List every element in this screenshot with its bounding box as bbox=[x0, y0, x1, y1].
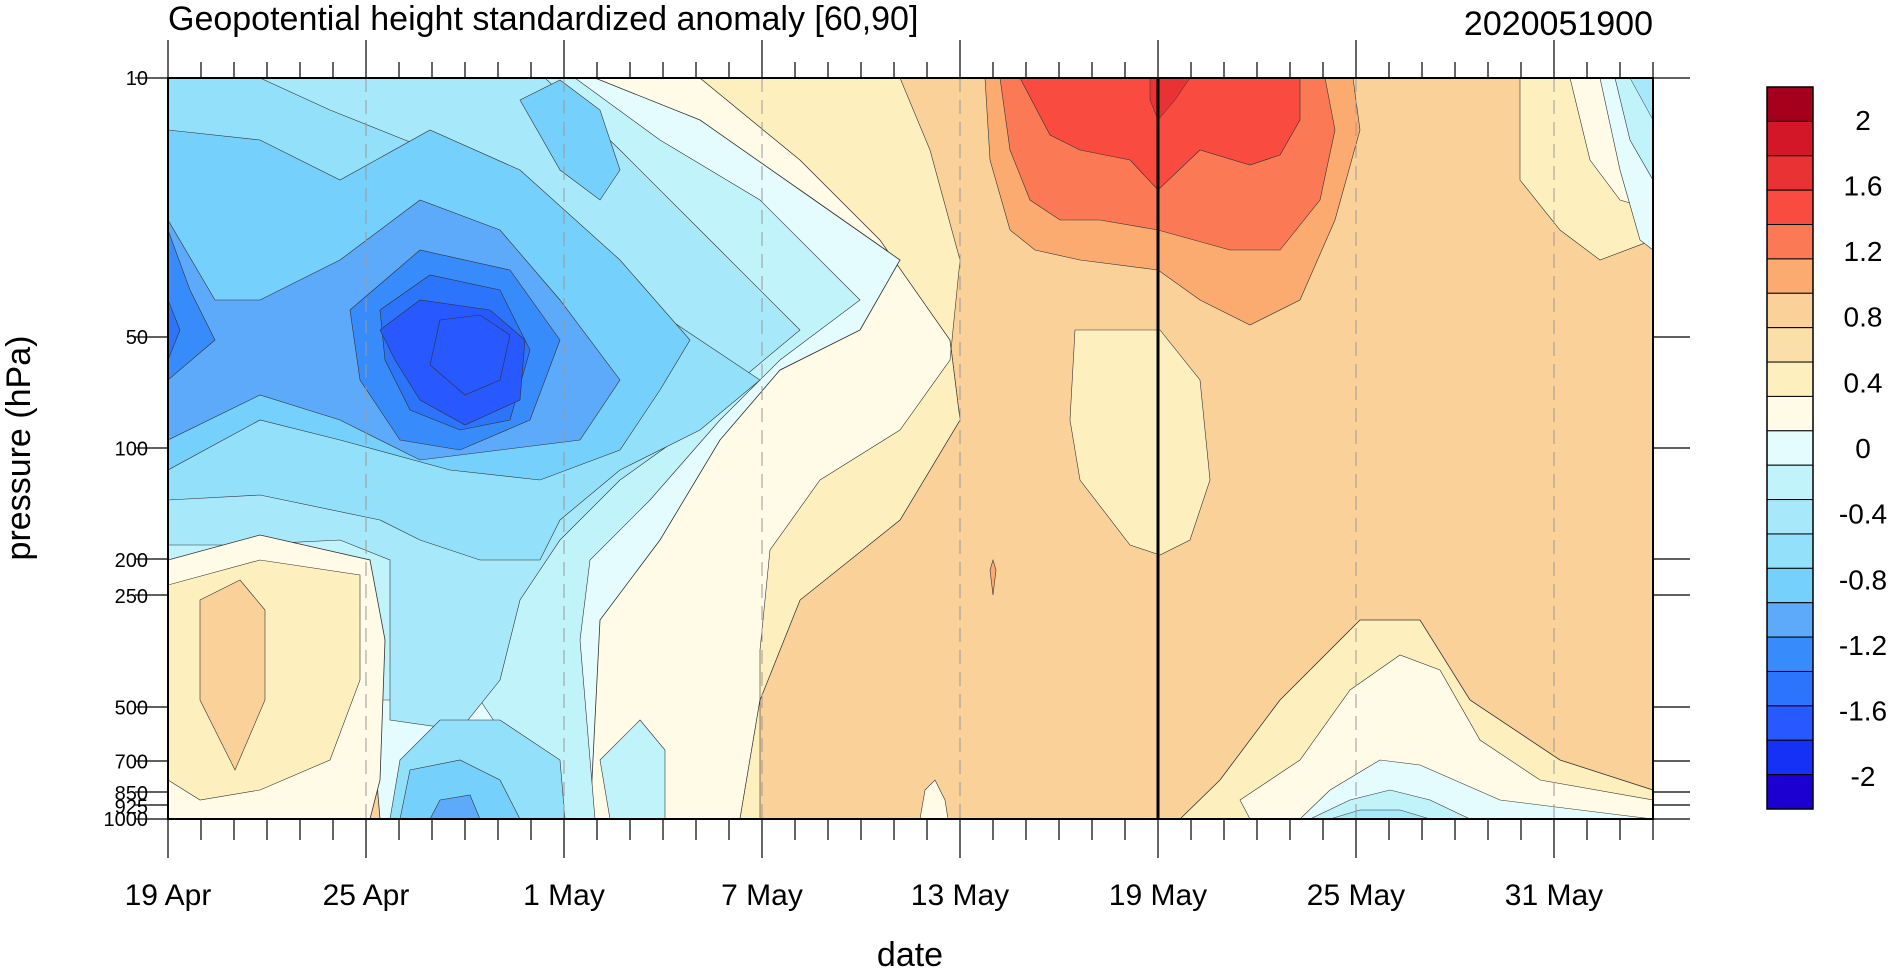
colorbar-label: -0.4 bbox=[1839, 499, 1887, 530]
contour-band-light-blue bbox=[1309, 789, 1471, 819]
contour-band-deepest-blue bbox=[429, 314, 511, 396]
colorbar bbox=[1766, 86, 1814, 810]
contour-band-red bbox=[1149, 78, 1191, 121]
colorbar-swatch bbox=[1766, 120, 1814, 157]
colorbar-swatch bbox=[1766, 533, 1814, 569]
y-tick-label: 850 bbox=[115, 783, 148, 805]
colorbar-label: 0.4 bbox=[1844, 367, 1883, 398]
colorbar-swatch bbox=[1766, 774, 1814, 810]
colorbar-swatch bbox=[1766, 327, 1814, 363]
colorbar-swatch bbox=[1766, 155, 1814, 191]
colorbar-swatch bbox=[1766, 86, 1814, 122]
colorbar-label: 1.2 bbox=[1844, 236, 1883, 267]
contour-band-sky-blue bbox=[1629, 78, 1653, 121]
colorbar-label: 0.8 bbox=[1844, 302, 1883, 333]
contour-band-near-zero bbox=[919, 779, 949, 819]
colorbar-label: -1.2 bbox=[1839, 630, 1887, 661]
y-tick-label: 925 bbox=[115, 796, 148, 818]
colorbar-swatch bbox=[1766, 670, 1814, 707]
y-axis-title: pressure (hPa) bbox=[0, 336, 38, 561]
colorbar-label: 2 bbox=[1855, 105, 1871, 136]
x-tick-label: 1 May bbox=[523, 879, 605, 912]
contour-band-blue bbox=[399, 759, 521, 819]
contour-band-sky-blue bbox=[1329, 809, 1431, 819]
colorbar-swatch bbox=[1766, 499, 1814, 535]
colorbar-swatch bbox=[1766, 602, 1814, 638]
colorbar-swatch bbox=[1766, 636, 1814, 672]
colorbar-swatch bbox=[1766, 189, 1814, 226]
colorbar-swatch bbox=[1766, 292, 1814, 329]
colorbar-swatch bbox=[1766, 395, 1814, 432]
contour-band-warm bbox=[199, 579, 266, 771]
x-axis-tick-labels: 19 Apr 25 Apr 1 May 7 May 13 May 19 May 25 May… bbox=[125, 879, 1604, 912]
x-tick-label: 19 Apr bbox=[125, 879, 212, 912]
colorbar-swatch bbox=[1766, 430, 1814, 466]
x-tick-label: 25 May bbox=[1307, 879, 1405, 912]
contour-band-light-warm bbox=[1069, 329, 1211, 556]
contour-band-light-blue bbox=[599, 719, 666, 819]
x-tick-label: 31 May bbox=[1505, 879, 1603, 912]
contour-band-blue bbox=[519, 79, 621, 201]
colorbar-swatch bbox=[1766, 567, 1814, 604]
colorbar-swatch bbox=[1766, 705, 1814, 741]
colorbar-label: 1.6 bbox=[1844, 170, 1883, 201]
contour-band-orange bbox=[989, 558, 997, 596]
y-tick-label: 1000 bbox=[104, 809, 149, 831]
contour-band-near-zero bbox=[1239, 654, 1653, 819]
y-tick-label: 50 bbox=[126, 327, 148, 349]
x-tick-label: 19 May bbox=[1109, 879, 1207, 912]
colorbar-swatch bbox=[1766, 464, 1814, 501]
x-tick-label: 25 Apr bbox=[323, 879, 410, 912]
colorbar-swatch bbox=[1766, 739, 1814, 776]
contour-band-darker-blue bbox=[168, 229, 216, 381]
y-tick-label: 100 bbox=[115, 439, 148, 461]
x-axis-ticks bbox=[167, 40, 1654, 858]
colorbar-label: 0 bbox=[1855, 433, 1871, 464]
y-tick-label: 200 bbox=[115, 550, 148, 572]
y-tick-label: 250 bbox=[115, 586, 148, 608]
y-tick-label: 500 bbox=[115, 697, 148, 719]
x-tick-label: 13 May bbox=[911, 879, 1009, 912]
contour-band-red bbox=[1019, 78, 1301, 191]
y-tick-label: 700 bbox=[115, 752, 148, 774]
y-tick-label: 10 bbox=[126, 68, 148, 90]
plot-area bbox=[135, 77, 1690, 820]
chart-timestamp: 2020051900 bbox=[1464, 5, 1653, 43]
x-axis-title: date bbox=[877, 936, 943, 969]
colorbar-swatch bbox=[1766, 258, 1814, 294]
contour-band-dark-blue bbox=[429, 794, 481, 819]
colorbar-label: -1.6 bbox=[1839, 696, 1887, 727]
colorbar-label: -2 bbox=[1851, 761, 1876, 792]
colorbar-swatch bbox=[1766, 361, 1814, 397]
colorbar-label: -0.8 bbox=[1839, 564, 1887, 595]
contour-band-deep-blue bbox=[168, 299, 181, 361]
chart-title: Geopotential height standardized anomaly… bbox=[168, 0, 918, 38]
colorbar-labels: 2 1.6 1.2 0.8 0.4 0 -0.4 -0.8 -1.2 -1.6 -2 bbox=[1839, 105, 1887, 792]
x-tick-label: 7 May bbox=[721, 879, 803, 912]
y-grid-extensions bbox=[135, 77, 1690, 820]
colorbar-swatch bbox=[1766, 224, 1814, 260]
colorbar-frame bbox=[1766, 86, 1814, 810]
x-gridlines bbox=[365, 78, 1555, 819]
contour-band-light-blue bbox=[1614, 78, 1653, 181]
contour-fill-layer bbox=[168, 78, 1653, 819]
